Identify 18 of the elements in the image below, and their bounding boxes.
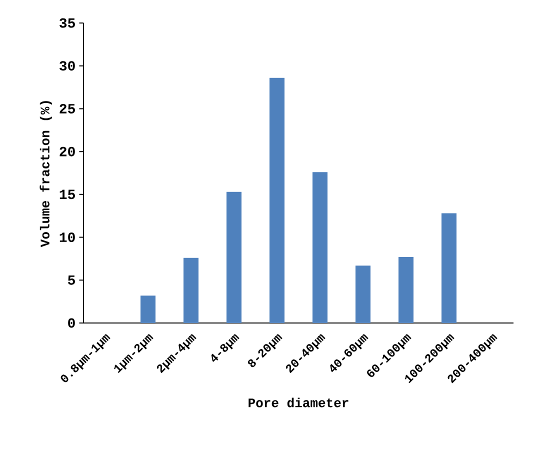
y-tick-label: 0 <box>68 318 75 328</box>
bar <box>441 213 456 323</box>
y-tick-label: 30 <box>60 61 75 71</box>
bar <box>398 257 414 323</box>
y-tick-label: 10 <box>60 232 75 242</box>
bar <box>270 78 284 323</box>
bar <box>312 172 328 323</box>
bar <box>140 296 156 323</box>
x-axis-title: Pore diameter <box>248 398 348 408</box>
bar <box>184 258 198 323</box>
y-tick-label: 5 <box>68 275 75 285</box>
bar <box>356 266 370 323</box>
y-axis-title: Volume fraction (%) <box>40 101 52 248</box>
bar <box>226 192 242 323</box>
y-tick-label: 25 <box>60 104 75 114</box>
y-tick-label: 35 <box>60 18 75 28</box>
y-tick-label: 15 <box>60 190 75 200</box>
y-tick-label: 20 <box>60 146 75 156</box>
